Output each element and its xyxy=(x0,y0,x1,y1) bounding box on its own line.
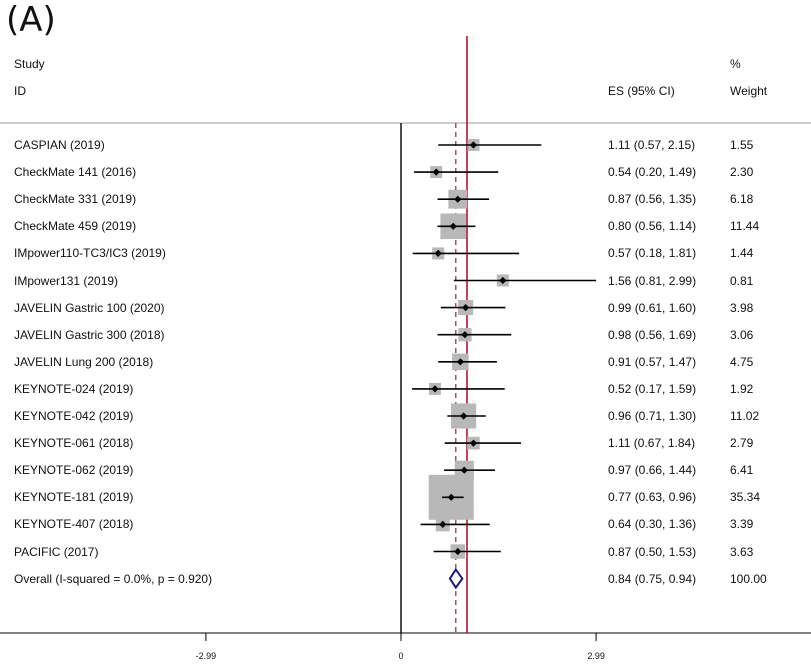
overall-diamond xyxy=(448,567,464,590)
point-estimate-marker xyxy=(447,493,455,501)
study-name: IMpower110-TC3/IC3 (2019) xyxy=(14,246,166,261)
study-weight: 3.63 xyxy=(730,544,754,559)
study-name: KEYNOTE-181 (2019) xyxy=(14,490,134,505)
study-name: KEYNOTE-024 (2019) xyxy=(14,381,134,396)
study-es-ci: 0.77 (0.63, 0.96) xyxy=(608,490,697,505)
study-weight: 1.55 xyxy=(730,138,754,152)
x-tick-label: 0 xyxy=(398,651,404,661)
point-estimate-marker xyxy=(461,304,470,312)
overall-label: Overall (I-squared = 0.0%, p = 0.920) xyxy=(14,571,213,586)
header-weight-percent: % xyxy=(730,57,741,71)
study-es-ci: 0.87 (0.50, 1.53) xyxy=(608,544,697,559)
study-es-ci: 0.57 (0.18, 1.81) xyxy=(608,246,697,261)
x-tick-label: -2.99 xyxy=(195,651,217,661)
point-estimate-marker xyxy=(434,249,442,257)
study-name: CheckMate 331 (2019) xyxy=(14,192,137,207)
study-es-ci: 0.87 (0.56, 1.35) xyxy=(608,192,697,207)
study-weight: 2.30 xyxy=(730,165,754,180)
point-estimate-marker xyxy=(469,439,478,447)
study-name: CheckMate 459 (2019) xyxy=(14,219,137,234)
study-es-ci: 0.97 (0.66, 1.44) xyxy=(608,463,697,478)
study-name: KEYNOTE-407 (2018) xyxy=(14,517,134,532)
point-estimate-marker xyxy=(460,412,468,420)
study-weight: 6.18 xyxy=(730,192,754,207)
header-id: ID xyxy=(14,84,26,98)
point-estimate-marker xyxy=(469,141,478,149)
overall-weight: 100.00 xyxy=(730,571,767,586)
study-es-ci: 0.99 (0.61, 1.60) xyxy=(608,300,697,315)
header-weight: Weight xyxy=(730,84,768,98)
study-name: KEYNOTE-042 (2019) xyxy=(14,409,134,423)
header-study: Study xyxy=(14,57,45,71)
study-weight: 6.41 xyxy=(730,463,754,478)
study-name: JAVELIN Lung 200 (2018) xyxy=(14,354,154,369)
panel-label: (A) xyxy=(6,0,56,40)
study-name: PACIFIC (2017) xyxy=(14,544,99,559)
study-weight: 3.06 xyxy=(730,327,754,342)
point-estimate-marker xyxy=(460,466,468,474)
point-estimate-marker xyxy=(439,520,447,528)
point-estimate-marker xyxy=(456,358,464,366)
study-name: KEYNOTE-061 (2018) xyxy=(14,436,134,451)
study-name: CASPIAN (2019) xyxy=(14,138,105,152)
point-estimate-marker xyxy=(431,385,439,393)
study-es-ci: 1.11 (0.57, 2.15) xyxy=(608,138,696,152)
study-name: KEYNOTE-062 (2019) xyxy=(14,463,134,478)
study-es-ci: 1.56 (0.81, 2.99) xyxy=(608,273,697,288)
header-es-ci: ES (95% CI) xyxy=(608,84,675,98)
point-estimate-marker xyxy=(499,276,507,285)
study-weight: 11.02 xyxy=(730,409,760,423)
study-name: JAVELIN Gastric 100 (2020) xyxy=(14,300,165,315)
study-es-ci: 0.80 (0.56, 1.14) xyxy=(608,219,697,234)
study-weight: 1.44 xyxy=(730,246,754,261)
study-weight: 1.92 xyxy=(730,381,754,396)
study-weight: 3.98 xyxy=(730,300,754,315)
study-weight: 0.81 xyxy=(730,273,754,288)
study-weight: 4.75 xyxy=(730,354,754,369)
study-weight: 3.39 xyxy=(730,517,754,532)
point-estimate-marker xyxy=(454,547,462,556)
study-es-ci: 0.96 (0.71, 1.30) xyxy=(608,409,697,423)
x-tick-label: 2.99 xyxy=(587,651,605,661)
study-es-ci: 0.91 (0.57, 1.47) xyxy=(608,354,697,369)
study-weight: 11.44 xyxy=(730,219,760,234)
study-name: IMpower131 (2019) xyxy=(14,273,119,288)
study-weight: 2.79 xyxy=(730,436,754,451)
overall-es-ci: 0.84 (0.75, 0.94) xyxy=(608,571,697,586)
study-weight: 35.34 xyxy=(730,490,761,505)
study-es-ci: 0.52 (0.17, 1.59) xyxy=(608,381,697,396)
study-name: CheckMate 141 (2016) xyxy=(14,165,137,180)
study-es-ci: 0.54 (0.20, 1.49) xyxy=(608,165,697,180)
study-es-ci: 0.64 (0.30, 1.36) xyxy=(608,517,697,532)
study-name: JAVELIN Gastric 300 (2018) xyxy=(14,327,165,342)
point-estimate-marker xyxy=(432,168,440,176)
point-estimate-marker xyxy=(454,195,462,203)
point-estimate-marker xyxy=(461,331,469,339)
point-estimate-marker xyxy=(449,222,457,230)
study-es-ci: 1.11 (0.67, 1.84) xyxy=(608,436,696,451)
study-es-ci: 0.98 (0.56, 1.69) xyxy=(608,327,697,342)
